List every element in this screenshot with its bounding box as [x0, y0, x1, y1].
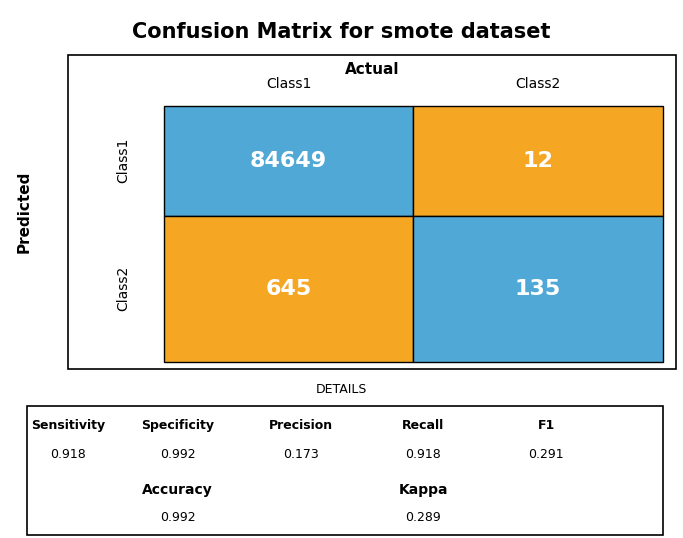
Text: 0.918: 0.918 — [406, 448, 441, 461]
Text: Accuracy: Accuracy — [142, 483, 213, 497]
Text: 135: 135 — [515, 279, 561, 299]
Text: 0.918: 0.918 — [51, 448, 86, 461]
Text: Class1: Class1 — [116, 138, 130, 183]
Text: Kappa: Kappa — [399, 483, 448, 497]
Text: 645: 645 — [266, 279, 311, 299]
FancyBboxPatch shape — [413, 106, 663, 216]
FancyBboxPatch shape — [68, 55, 676, 369]
Text: 0.173: 0.173 — [283, 448, 318, 461]
Text: Sensitivity: Sensitivity — [31, 419, 105, 431]
Text: Predicted: Predicted — [16, 171, 31, 253]
Text: Class2: Class2 — [515, 77, 561, 91]
Text: 0.992: 0.992 — [160, 448, 195, 461]
Text: 0.289: 0.289 — [406, 511, 441, 523]
Text: Actual: Actual — [345, 62, 400, 77]
Text: Recall: Recall — [402, 419, 445, 431]
Text: 84649: 84649 — [250, 151, 327, 171]
Text: Specificity: Specificity — [141, 419, 214, 431]
FancyBboxPatch shape — [164, 106, 413, 216]
Text: Class2: Class2 — [116, 266, 130, 312]
FancyBboxPatch shape — [413, 216, 663, 362]
Text: 12: 12 — [522, 151, 553, 171]
Text: DETAILS: DETAILS — [316, 383, 367, 396]
FancyBboxPatch shape — [164, 216, 413, 362]
Text: Class1: Class1 — [266, 77, 311, 91]
Text: F1: F1 — [538, 419, 555, 431]
Text: Precision: Precision — [268, 419, 333, 431]
Text: 0.291: 0.291 — [529, 448, 564, 461]
Text: 0.992: 0.992 — [160, 511, 195, 523]
FancyBboxPatch shape — [27, 406, 663, 535]
Text: Confusion Matrix for smote dataset: Confusion Matrix for smote dataset — [133, 22, 550, 42]
